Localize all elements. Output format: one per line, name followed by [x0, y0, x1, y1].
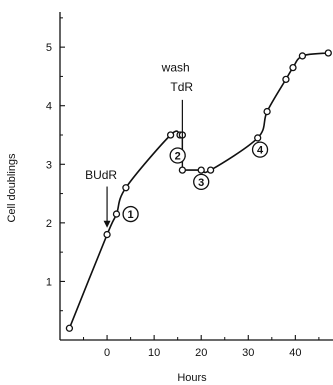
y-tick-label: 5 — [46, 42, 52, 54]
growth-curve-segment — [68, 130, 183, 329]
x-tick-label: 10 — [148, 347, 160, 359]
data-point — [112, 210, 121, 218]
stage-marker — [169, 147, 186, 164]
stage-number: 4 — [257, 145, 264, 157]
y-tick-label: 2 — [46, 218, 52, 230]
stage-marker — [251, 141, 269, 158]
data-point — [289, 63, 297, 72]
data-point — [197, 166, 205, 174]
stage-number: 2 — [175, 151, 181, 163]
axes: 0 10 20 30 40 1 2 3 4 5 — [46, 12, 333, 359]
data-point — [206, 166, 215, 174]
data-point — [298, 52, 307, 60]
annotations: BUdR wash TdR 1 2 3 4 — [85, 61, 269, 228]
y-tick-label: 1 — [46, 276, 52, 288]
data-point — [122, 184, 130, 192]
y-axis-label: Cell doublings — [6, 153, 18, 223]
data-point — [324, 49, 332, 57]
y-tick-label: 3 — [46, 159, 52, 171]
data-point — [178, 166, 187, 174]
budr-label: BUdR — [85, 168, 117, 182]
tdr-label: TdR — [170, 80, 193, 94]
x-tick-label: 40 — [289, 347, 301, 359]
budr-arrow-head — [103, 220, 111, 228]
y-tick-label: 4 — [46, 101, 52, 113]
data-point — [282, 75, 290, 84]
data-points — [65, 49, 332, 332]
wash-label: wash — [161, 61, 190, 75]
x-axis-label: Hours — [177, 372, 207, 384]
data-point — [263, 107, 271, 116]
stage-number: 3 — [198, 177, 204, 189]
curve — [68, 52, 329, 329]
data-point — [166, 131, 175, 139]
data-point — [65, 324, 74, 332]
data-point — [103, 230, 111, 239]
stage-marker — [122, 205, 139, 223]
data-point — [254, 134, 262, 142]
stage-number: 1 — [128, 209, 134, 221]
stage-marker — [193, 173, 210, 191]
x-tick-label: 30 — [242, 347, 254, 359]
x-tick-label: 0 — [104, 347, 110, 359]
x-tick-label: 20 — [195, 347, 207, 359]
